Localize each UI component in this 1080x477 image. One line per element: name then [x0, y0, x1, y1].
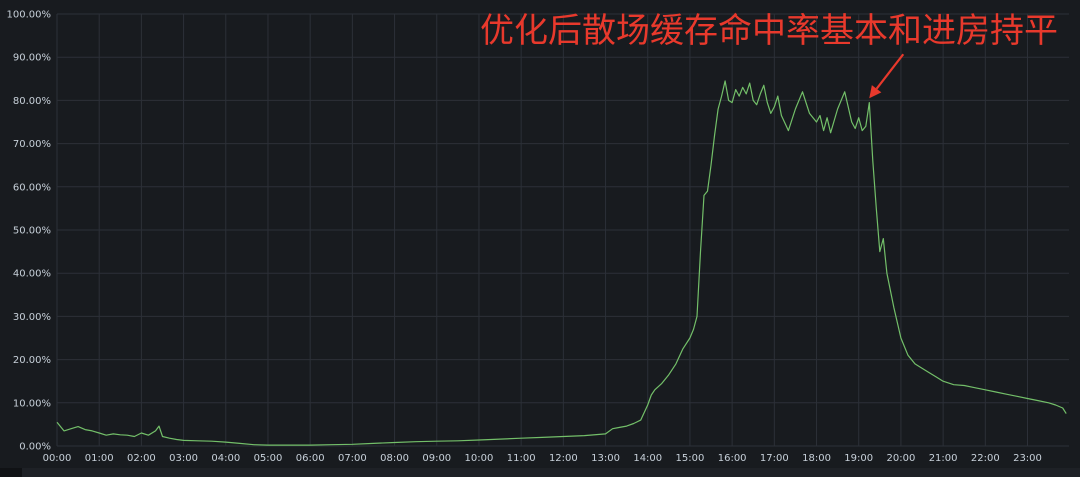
y-tick-label: 20.00% [13, 355, 51, 366]
x-tick-label: 02:00 [127, 453, 156, 464]
x-tick-label: 21:00 [929, 453, 958, 464]
bottom-scrollbar[interactable] [0, 468, 1080, 477]
x-tick-label: 17:00 [760, 453, 789, 464]
x-tick-label: 03:00 [169, 453, 198, 464]
x-tick-label: 10:00 [465, 453, 494, 464]
y-axis: 0.00% 10.00% 20.00% 30.00% 40.00% 50.00% 60.00… [7, 10, 52, 453]
x-tick-label: 06:00 [296, 453, 325, 464]
y-tick-label: 0.00% [19, 442, 51, 453]
x-tick-label: 12:00 [549, 453, 578, 464]
x-tick-label: 01:00 [85, 453, 114, 464]
x-tick-label: 07:00 [338, 453, 367, 464]
x-tick-label: 16:00 [718, 453, 747, 464]
x-tick-label: 05:00 [254, 453, 283, 464]
x-tick-label: 18:00 [802, 453, 831, 464]
y-tick-label: 40.00% [13, 269, 51, 280]
x-tick-label: 19:00 [844, 453, 873, 464]
y-tick-label: 10.00% [13, 398, 51, 409]
annotation: 优化后散场缓存命中率基本和进房持平 [480, 11, 1058, 99]
x-tick-label: 04:00 [211, 453, 240, 464]
x-tick-label: 23:00 [1013, 453, 1042, 464]
annotation-text: 优化后散场缓存命中率基本和进房持平 [480, 11, 1058, 51]
annotation-arrowhead [869, 85, 882, 99]
y-tick-label: 60.00% [13, 182, 51, 193]
series-line [56, 80, 1067, 446]
grid [56, 13, 1069, 447]
x-tick-label: 00:00 [43, 453, 72, 464]
y-tick-label: 100.00% [7, 10, 52, 21]
series-layer [56, 80, 1067, 446]
x-tick-label: 11:00 [507, 453, 536, 464]
annotation-arrow [875, 53, 905, 90]
y-tick-label: 80.00% [13, 96, 51, 107]
x-tick-label: 13:00 [591, 453, 620, 464]
bottom-scrollbar-left [0, 468, 22, 477]
y-tick-label: 50.00% [13, 226, 51, 237]
y-tick-label: 30.00% [13, 312, 51, 323]
x-tick-label: 20:00 [887, 453, 916, 464]
y-tick-label: 70.00% [13, 139, 51, 150]
y-tick-label: 90.00% [13, 53, 51, 64]
x-tick-label: 09:00 [422, 453, 451, 464]
x-axis: 00:00 01:00 02:00 03:00 04:00 05:00 06:00 07:00… [43, 453, 1042, 464]
x-tick-label: 08:00 [380, 453, 409, 464]
x-tick-label: 22:00 [971, 453, 1000, 464]
x-tick-label: 15:00 [676, 453, 705, 464]
x-tick-label: 14:00 [633, 453, 662, 464]
